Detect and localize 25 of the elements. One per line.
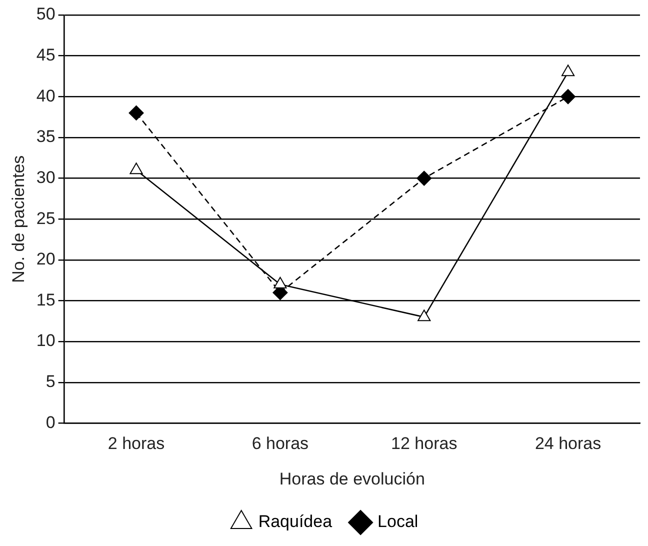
y-tick-label: 5	[46, 372, 56, 392]
y-tick-label: 35	[36, 127, 56, 146]
x-tick-label: 24 horas	[534, 434, 602, 454]
x-tick-label: 12 horas	[391, 434, 458, 454]
y-tick-label: 20	[36, 250, 56, 269]
point	[560, 89, 576, 104]
x-tick-label: 2 horas	[108, 434, 165, 454]
legend-label: Local	[378, 512, 418, 532]
point	[128, 105, 144, 120]
y-tick-label: 45	[36, 46, 56, 65]
y-tick-label: 30	[36, 168, 56, 187]
point	[418, 310, 431, 322]
point	[274, 276, 287, 288]
point	[416, 170, 432, 186]
x-tick-label: 6 horas	[252, 434, 309, 454]
y-tick-label: 0	[46, 412, 56, 432]
legend-label: Raquídea	[258, 512, 333, 532]
y-tick-label: 25	[36, 208, 56, 228]
y-tick-label: 50	[36, 4, 56, 24]
y-tick-label: 40	[36, 86, 56, 106]
y-tick-label: 15	[36, 290, 56, 310]
point	[130, 162, 143, 174]
y-axis-title: No. de pacientes	[8, 155, 28, 283]
x-axis-title: Horas de evolución	[279, 469, 425, 488]
y-tick-label: 10	[36, 331, 56, 350]
